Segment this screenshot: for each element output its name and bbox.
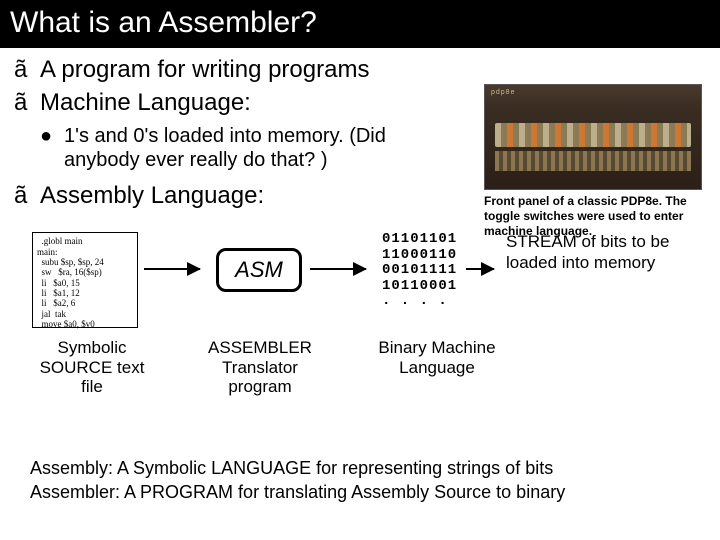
pdp8e-device-label: pdp8e [491,89,515,96]
arrow-2 [310,268,366,270]
photo-caption: Front panel of a classic PDP8e. The togg… [484,194,704,239]
photo-block: pdp8e Front panel of a classic PDP8e. Th… [484,84,704,239]
bits-line: 01101101 [382,232,457,247]
bullet-glyph: ã [14,182,40,211]
bullet-glyph: ã [14,89,40,118]
asm-box: ASM [216,248,302,292]
footer-defs: Assembly: A Symbolic LANGUAGE for repres… [30,457,690,504]
arrow-1 [144,268,200,270]
bits-line: 10110001 [382,279,457,294]
bullet-1-text: A program for writing programs [40,56,369,85]
bits-line: . . . . [382,294,457,309]
sub-bullet-glyph: ● [40,124,64,148]
bullet-row-1: ã A program for writing programs [14,56,706,85]
footer-line-2: Assembler: A PROGRAM for translating Ass… [30,481,690,504]
label-binary: Binary Machine Language [372,338,502,377]
slide-title: What is an Assembler? [10,6,710,40]
asm-box-label: ASM [235,257,283,283]
bullet-2-text: Machine Language: [40,89,251,118]
diagram: .globl main main: subu $sp, $sp, 24 sw $… [26,228,706,398]
footer-line-1: Assembly: A Symbolic LANGUAGE for repres… [30,457,690,480]
sub-bullet-text: 1's and 0's loaded into memory. (Did any… [64,124,424,172]
label-assembler: ASSEMBLER Translator program [200,338,320,397]
arrow-3 [466,268,494,270]
pdp8e-photo: pdp8e [484,84,702,190]
bits-block: 01101101 11000110 00101111 10110001 . . … [382,232,457,309]
bullet-3-text: Assembly Language: [40,182,264,211]
bullet-glyph: ã [14,56,40,85]
label-source: Symbolic SOURCE text file [32,338,152,397]
source-code-box: .globl main main: subu $sp, $sp, 24 sw $… [32,232,138,328]
title-bar: What is an Assembler? [0,0,720,48]
bits-line: 00101111 [382,263,457,278]
bits-line: 11000110 [382,248,457,263]
